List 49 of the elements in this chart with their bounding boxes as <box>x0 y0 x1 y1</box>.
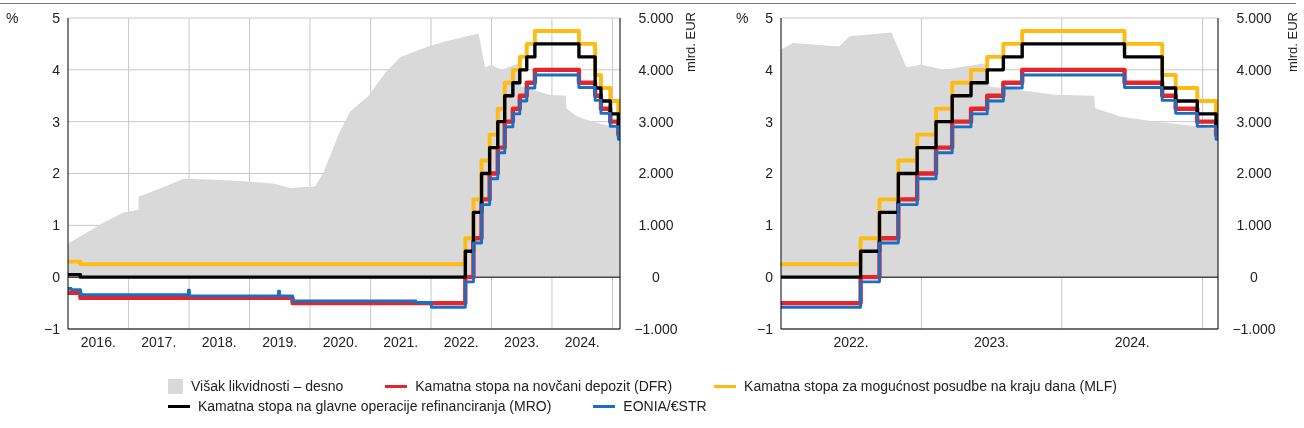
y-tick-label: 1 <box>765 217 774 234</box>
y2-axis-title: mlrd. EUR <box>1285 12 1300 72</box>
y-tick-label: 3 <box>765 113 774 130</box>
y2-tick-label: 4.000 <box>638 61 674 78</box>
x-tick-label: 2024. <box>564 333 600 350</box>
y-tick-label: −1 <box>44 320 61 337</box>
y-tick-label: 1 <box>52 217 61 234</box>
y2-tick-label: 5.000 <box>1236 9 1272 26</box>
x-tick-label: 2021. <box>383 333 419 350</box>
y-tick-label: 0 <box>52 269 61 286</box>
y-tick-label: 3 <box>52 113 61 130</box>
legend-label: Kamatna stopa na novčani depozit (DFR) <box>415 378 673 394</box>
x-tick-label: 2018. <box>201 333 237 350</box>
x-tick-label: 2020. <box>322 333 358 350</box>
y2-tick-label: 1.000 <box>1236 217 1272 234</box>
x-tick-label: 2019. <box>262 333 298 350</box>
legend-label: EONIA/€STR <box>623 398 707 414</box>
y2-tick-label: −1.000 <box>1232 320 1276 337</box>
y2-axis-title: mlrd. EUR <box>683 12 698 72</box>
y-tick-label: 4 <box>765 61 774 78</box>
y-tick-label: 5 <box>52 9 61 26</box>
y-tick-label: −1 <box>757 320 774 337</box>
y2-tick-label: 3.000 <box>1236 113 1272 130</box>
y-axis-title: % <box>736 10 749 26</box>
y2-tick-label: 4.000 <box>1236 61 1272 78</box>
y-tick-label: 4 <box>52 61 61 78</box>
y-axis-title: % <box>6 10 19 26</box>
y2-tick-label: 5.000 <box>638 9 674 26</box>
y-tick-label: 2 <box>765 165 774 182</box>
x-tick-label: 2022. <box>443 333 479 350</box>
y2-tick-label: −1.000 <box>634 320 678 337</box>
x-tick-label: 2017. <box>141 333 177 350</box>
y2-tick-label: 2.000 <box>638 165 674 182</box>
y2-tick-label: 2.000 <box>1236 165 1272 182</box>
legend-label: Kamatna stopa za mogućnost posudbe na kraju dana (MLF) <box>744 378 1117 394</box>
x-tick-label: 2024. <box>1114 333 1150 350</box>
x-tick-label: 2023. <box>504 333 540 350</box>
x-tick-label: 2022. <box>833 333 869 350</box>
legend-label: Kamatna stopa na glavne operacije refinanciranja (MRO) <box>198 398 552 414</box>
y2-tick-label: 0 <box>1250 269 1259 286</box>
x-tick-label: 2016. <box>80 333 116 350</box>
y2-tick-label: 3.000 <box>638 113 674 130</box>
y-tick-label: 5 <box>765 9 774 26</box>
x-tick-label: 2023. <box>973 333 1009 350</box>
y2-tick-label: 0 <box>652 269 661 286</box>
y2-tick-label: 1.000 <box>638 217 674 234</box>
y-tick-label: 0 <box>765 269 774 286</box>
legend-label: Višak likvidnosti – desno <box>191 378 344 394</box>
y-tick-label: 2 <box>52 165 61 182</box>
